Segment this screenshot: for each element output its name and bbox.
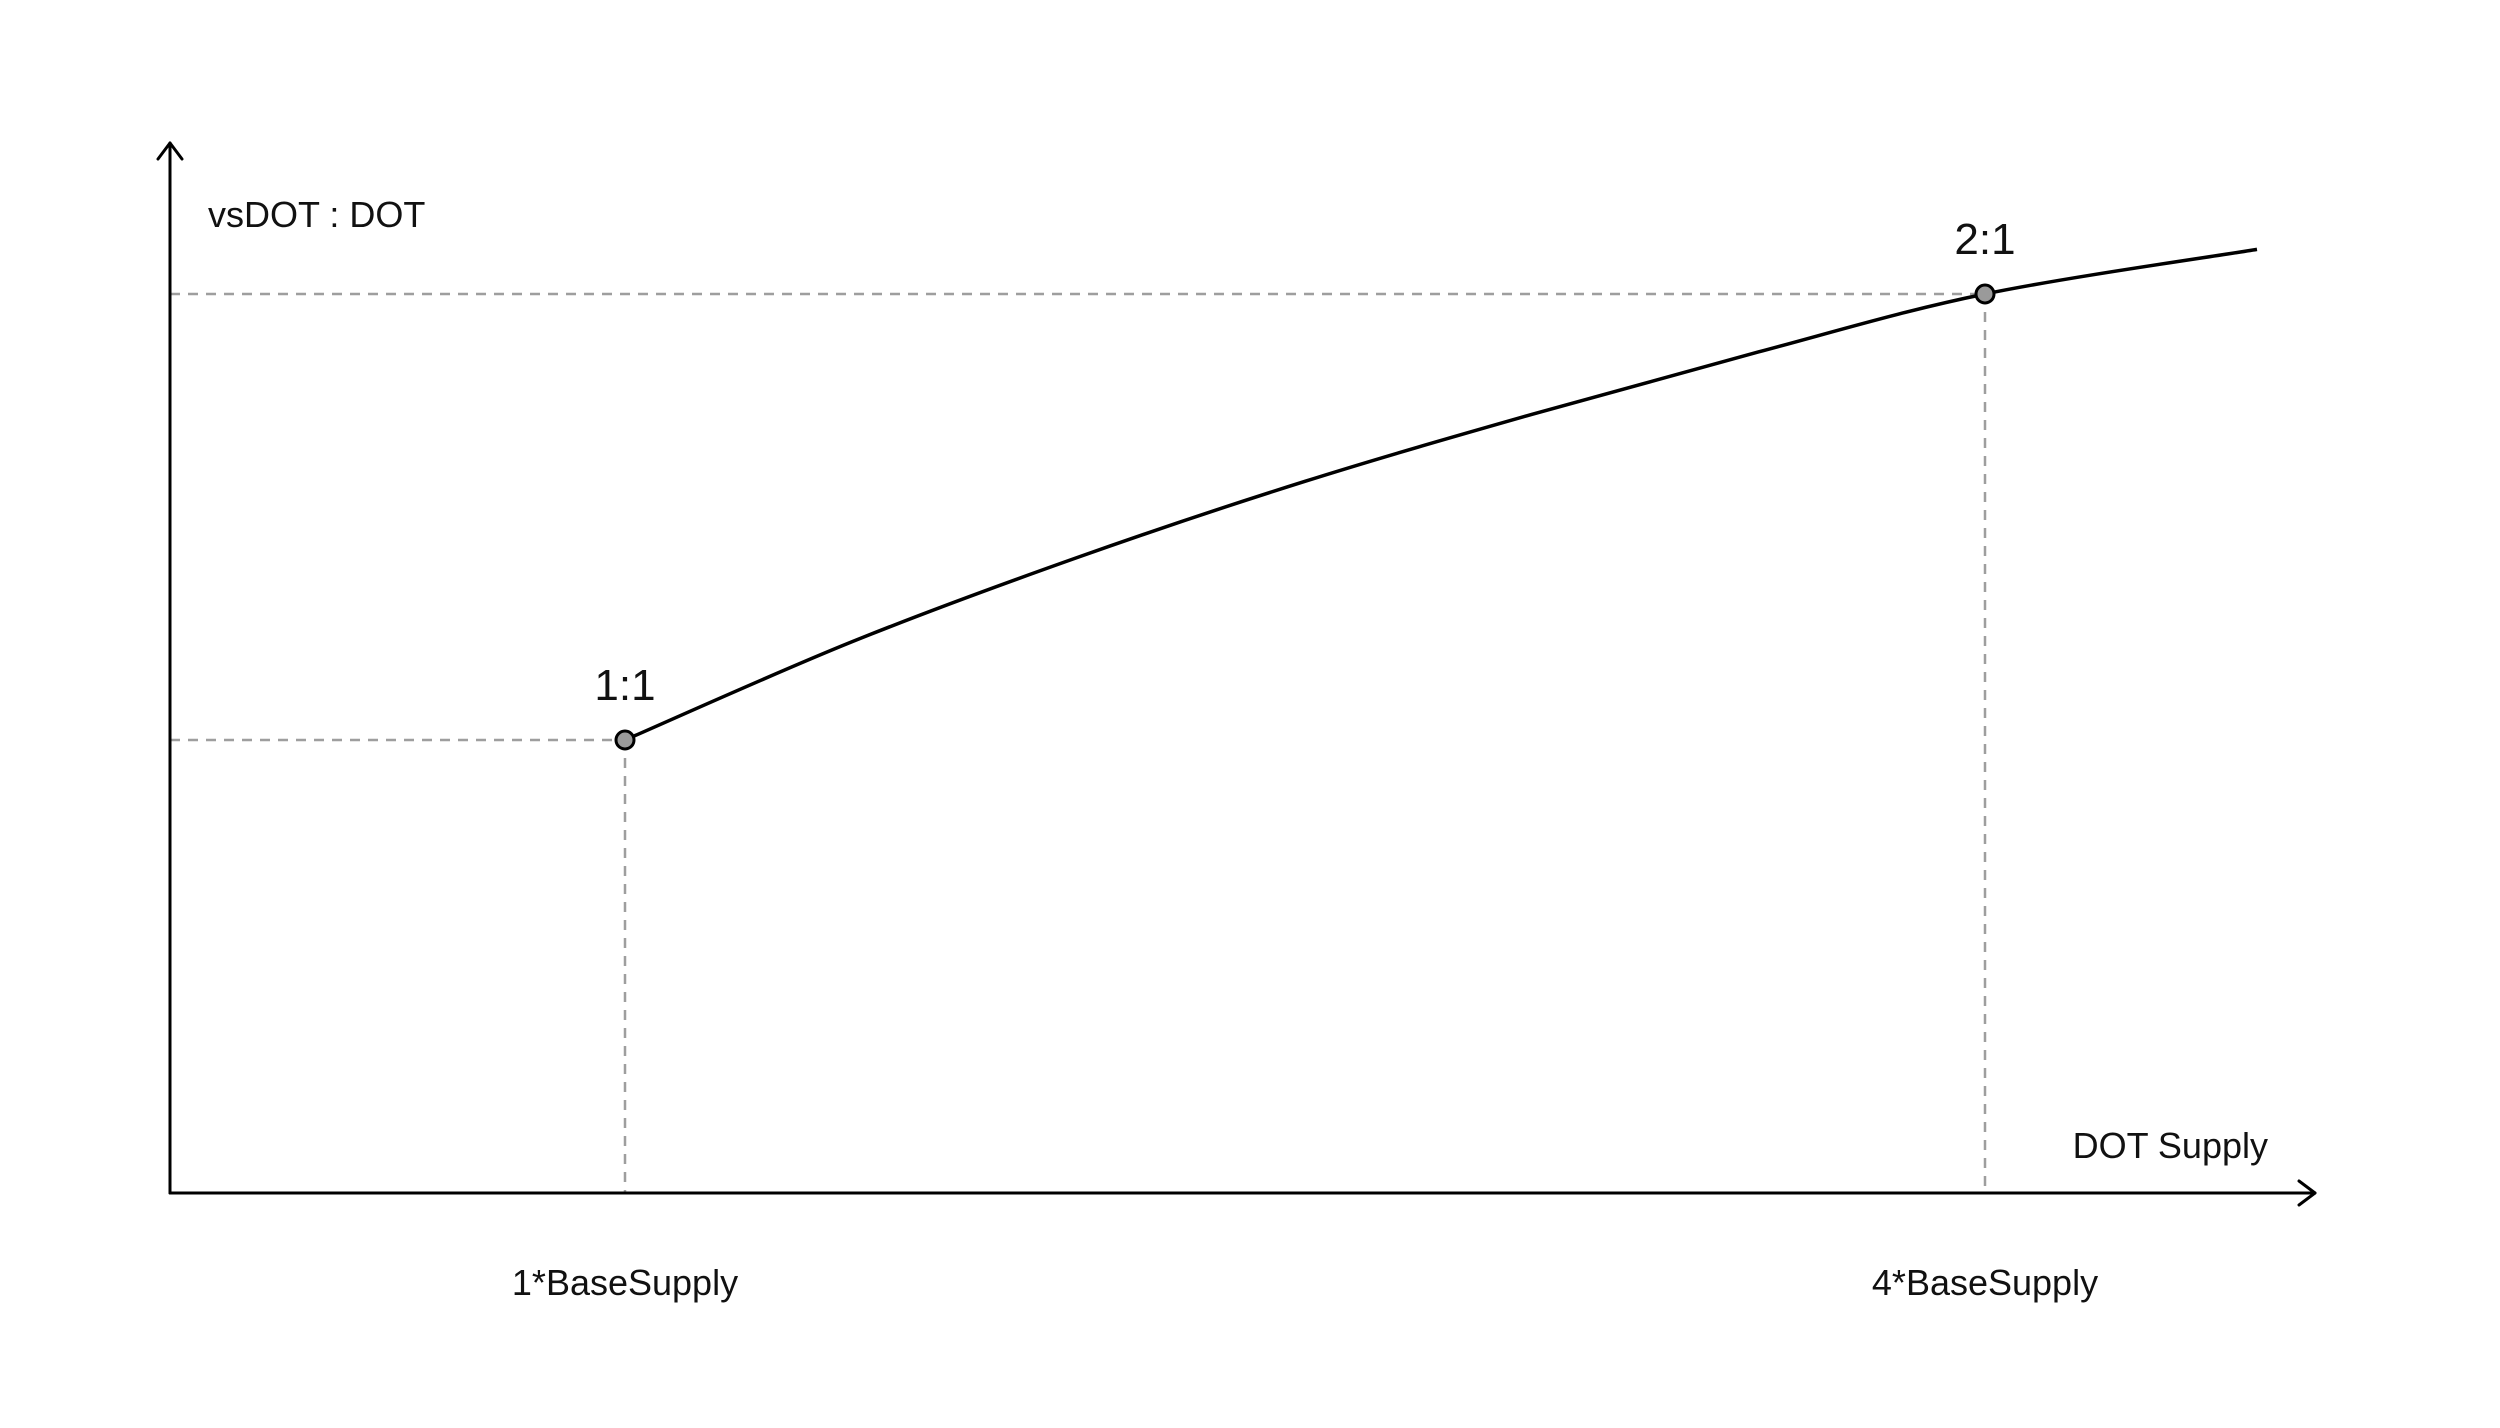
x-tick-labels: 1*BaseSupply 4*BaseSupply [512, 1262, 2098, 1303]
x-axis-title: DOT Supply [2073, 1125, 2268, 1166]
series-line [624, 247, 2258, 742]
y-axis-arrowhead [156, 141, 184, 161]
data-point-1 [614, 729, 636, 751]
data-point-label-1: 1:1 [594, 661, 655, 710]
axes [156, 141, 2317, 1207]
data-point-label-2: 2:1 [1954, 215, 2015, 264]
guide-lines [170, 292, 1987, 1193]
x-tick-label-2: 4*BaseSupply [1872, 1262, 2098, 1303]
data-points: 1:1 2:1 [594, 215, 2016, 751]
chart-labels: vsDOT : DOT DOT Supply [208, 194, 2268, 1166]
x-tick-label-1: 1*BaseSupply [512, 1262, 738, 1303]
data-point-2 [1974, 283, 1996, 305]
y-axis-title: vsDOT : DOT [208, 194, 425, 235]
x-axis-arrowhead [2297, 1179, 2317, 1207]
